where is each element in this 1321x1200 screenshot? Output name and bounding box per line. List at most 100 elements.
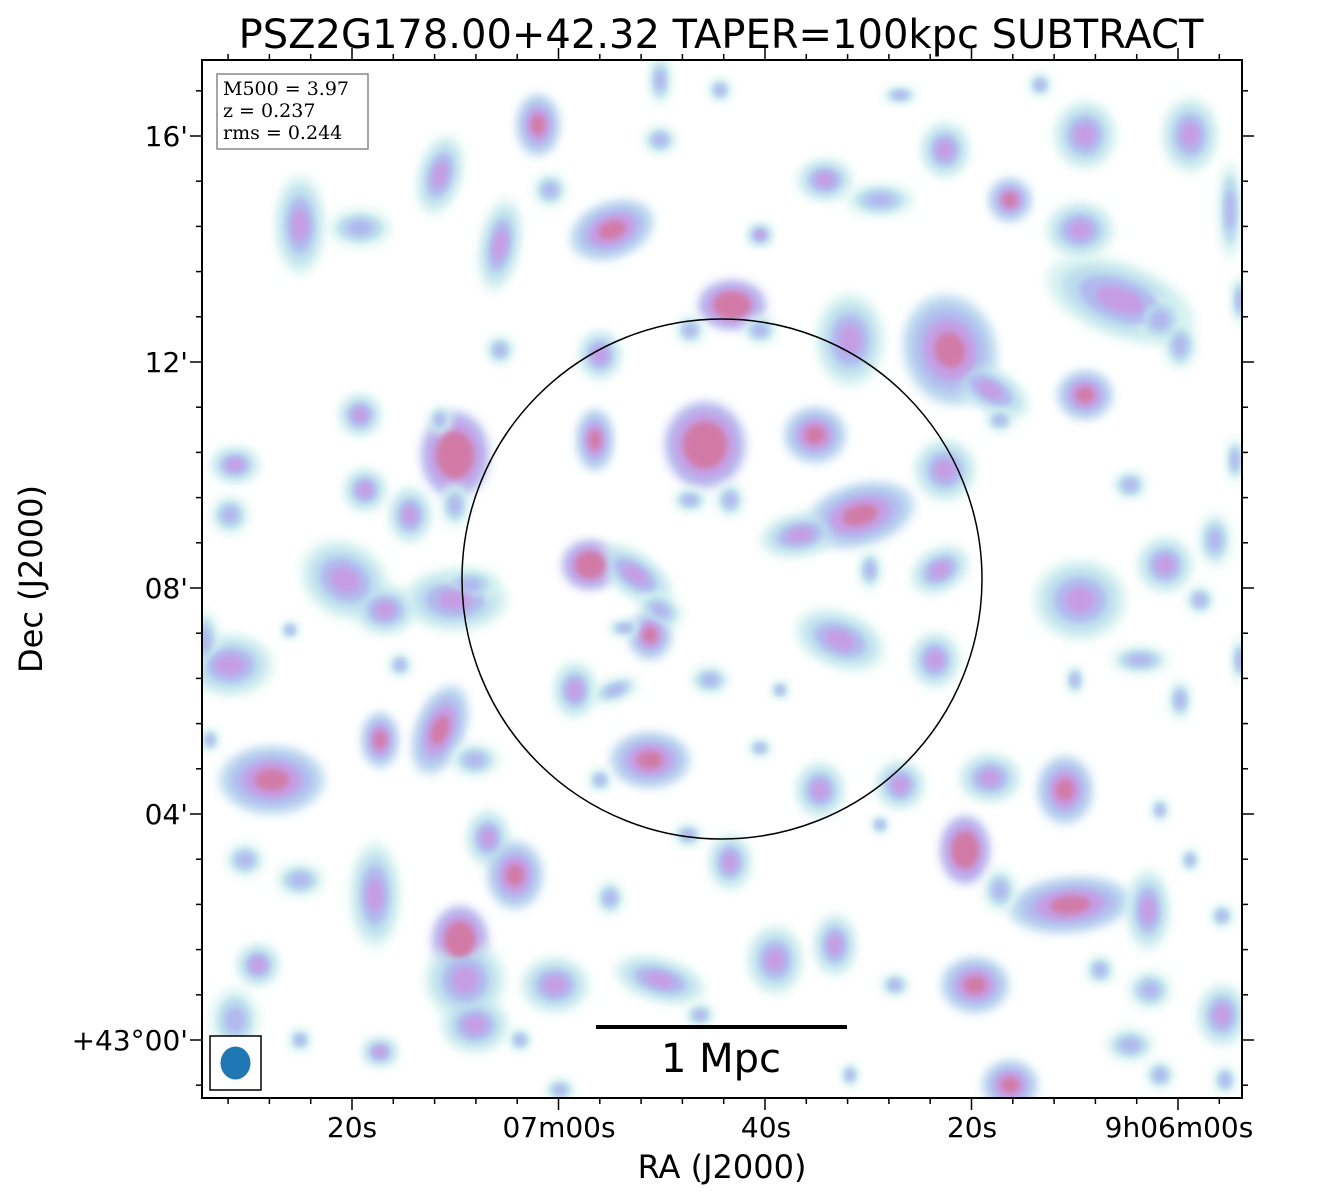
emission-blob bbox=[980, 770, 1000, 786]
emission-blob bbox=[435, 414, 445, 426]
emission-blob bbox=[702, 674, 718, 686]
emission-blob bbox=[494, 344, 506, 356]
emission-blob bbox=[816, 173, 834, 187]
emission-blob bbox=[1035, 80, 1045, 90]
emission-blob bbox=[842, 504, 878, 526]
emission-blob bbox=[1075, 124, 1095, 146]
emission-blob bbox=[449, 496, 461, 514]
emission-blob bbox=[1056, 779, 1074, 801]
emission-blob bbox=[755, 231, 765, 239]
y-tick-label: 08' bbox=[145, 572, 188, 605]
emission-blob bbox=[1128, 654, 1152, 666]
emission-blob bbox=[650, 602, 670, 618]
emission-blob bbox=[544, 976, 566, 994]
emission-blob bbox=[358, 483, 372, 497]
emission-blob bbox=[493, 230, 507, 260]
emission-blob bbox=[347, 220, 373, 236]
emission-blob bbox=[1225, 190, 1235, 230]
emission-blob bbox=[692, 431, 718, 459]
x-tick-label: 40s bbox=[741, 1111, 791, 1144]
emission-blob bbox=[375, 602, 395, 618]
emission-blob bbox=[330, 567, 360, 593]
emission-blob bbox=[889, 980, 901, 990]
emission-blob bbox=[589, 430, 601, 450]
emission-blob bbox=[825, 630, 855, 650]
emission-blob bbox=[934, 332, 966, 368]
emission-blob bbox=[531, 115, 545, 135]
y-tick-label: +43°00' bbox=[72, 1024, 188, 1057]
emission-blob bbox=[876, 821, 884, 829]
r500-circle bbox=[461, 318, 983, 840]
emission-blob bbox=[216, 655, 244, 675]
emission-blob bbox=[367, 878, 383, 912]
emission-blob bbox=[1236, 651, 1242, 669]
emission-blob bbox=[1186, 855, 1194, 865]
emission-blob bbox=[515, 1035, 525, 1045]
emission-blob bbox=[1096, 285, 1144, 315]
emission-blob bbox=[543, 183, 557, 197]
x-tick-label: 20s bbox=[947, 1111, 997, 1144]
emission-blob bbox=[724, 493, 736, 507]
emission-blob bbox=[893, 91, 907, 99]
emission-blob bbox=[1217, 911, 1227, 921]
emission-blob bbox=[374, 731, 386, 749]
emission-blob bbox=[1123, 479, 1137, 491]
emission-blob bbox=[430, 715, 450, 745]
emission-blob bbox=[682, 830, 694, 840]
y-tick-label: 12' bbox=[145, 346, 188, 379]
emission-blob bbox=[465, 753, 485, 767]
emission-blob bbox=[653, 134, 667, 146]
emission-blob bbox=[839, 325, 861, 355]
emission-blob bbox=[1175, 692, 1185, 708]
emission-blob bbox=[755, 744, 765, 752]
emission-blob bbox=[1141, 897, 1155, 923]
emission-blob bbox=[595, 775, 605, 785]
emission-blob bbox=[866, 193, 894, 207]
emission-blob bbox=[554, 1085, 566, 1095]
emission-blob bbox=[1173, 335, 1187, 355]
emission-blob bbox=[568, 681, 582, 699]
emission-blob bbox=[237, 853, 253, 867]
emission-blob bbox=[930, 562, 950, 578]
x-tick-label: 20s bbox=[327, 1111, 377, 1144]
emission-blob bbox=[374, 1047, 386, 1057]
emission-blob bbox=[353, 408, 367, 422]
emission-blob bbox=[637, 751, 663, 769]
emission-blob bbox=[655, 70, 665, 90]
chart-title: PSZ2G178.00+42.32 TAPER=100kpc SUBTRACT bbox=[239, 12, 1204, 58]
emission-blob bbox=[581, 557, 599, 573]
beam-box bbox=[209, 1035, 262, 1091]
scale-bar: 1 Mpc bbox=[596, 1025, 847, 1082]
y-axis-label: Dec (J2000) bbox=[12, 485, 50, 673]
emission-blob bbox=[694, 1010, 706, 1020]
info-z: z = 0.237 bbox=[223, 100, 315, 122]
emission-blob bbox=[1156, 805, 1164, 815]
emission-blob bbox=[206, 735, 214, 745]
emission-blob bbox=[403, 506, 417, 524]
info-rms: rms = 0.244 bbox=[223, 122, 342, 144]
emission-blob bbox=[1231, 451, 1239, 469]
emission-blob bbox=[1094, 964, 1106, 976]
emission-blob bbox=[994, 415, 1006, 425]
x-tick-labels: 20s 07m00s 40s 20s 9h06m00s bbox=[327, 1111, 1253, 1144]
emission-blob bbox=[721, 297, 743, 313]
emission-blob bbox=[1150, 310, 1170, 330]
emission-blob bbox=[753, 324, 767, 336]
emission-blob bbox=[1050, 895, 1090, 915]
info-m500: M500 = 3.97 bbox=[223, 78, 349, 100]
x-tick-label: 9h06m00s bbox=[1105, 1111, 1254, 1144]
info-box: M500 = 3.97 z = 0.237 rms = 0.244 bbox=[216, 73, 369, 150]
emission-blob bbox=[643, 627, 657, 643]
emission-blob bbox=[290, 873, 310, 887]
emission-blob bbox=[805, 426, 825, 444]
emission-blob bbox=[723, 853, 737, 871]
emission-blob bbox=[225, 1007, 245, 1033]
axis-ticks bbox=[190, 48, 1254, 1110]
emission-blob bbox=[598, 220, 626, 240]
emission-blob bbox=[202, 628, 211, 652]
emission-blob bbox=[766, 949, 784, 971]
emission-blob bbox=[622, 565, 648, 585]
emission-blob bbox=[432, 162, 448, 188]
emission-blob bbox=[452, 967, 478, 993]
y-tick-label: 16' bbox=[145, 120, 188, 153]
